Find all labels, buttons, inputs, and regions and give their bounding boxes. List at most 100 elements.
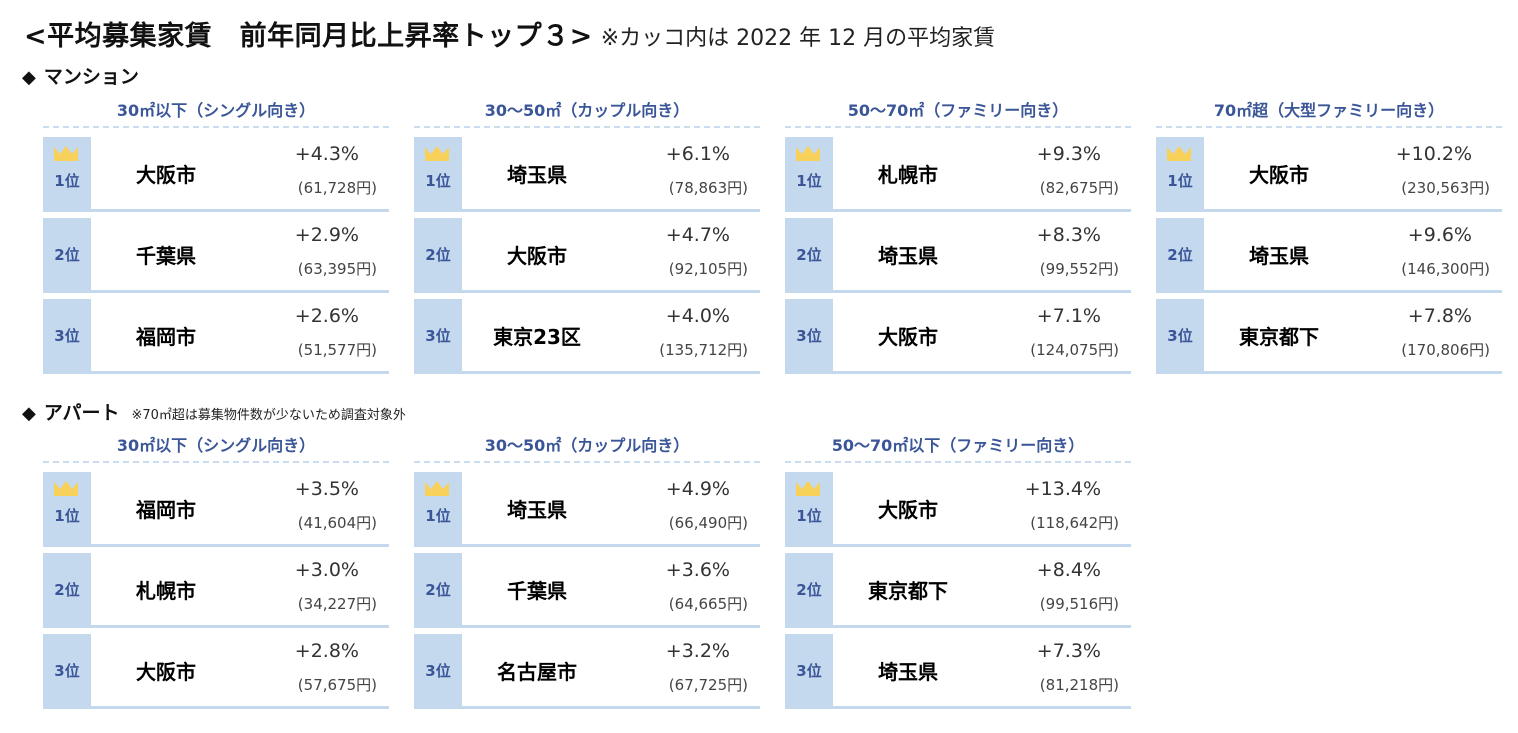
table-row: 3位 大阪市 +7.1% (124,075円): [785, 299, 1131, 374]
average-rent: (78,863円): [668, 179, 748, 197]
crown-icon: [796, 146, 820, 161]
table-title: 30～50㎡（カップル向き）: [414, 98, 760, 128]
diamond-icon: ◆: [22, 67, 36, 88]
rank-label: 3位: [796, 326, 822, 345]
crown-icon: [1167, 146, 1191, 161]
city-name: 名古屋市: [497, 659, 577, 684]
rank-cell: 2位: [43, 218, 91, 290]
average-rent: (99,552円): [1039, 260, 1119, 278]
table-title: 70㎡超（大型ファミリー向き）: [1156, 98, 1502, 128]
rank-cell: 1位: [785, 137, 833, 209]
rank-label: 1位: [54, 506, 80, 525]
city-name: 埼玉県: [878, 243, 938, 268]
increase-rate: +4.9%: [665, 478, 730, 500]
average-rent: (81,218円): [1039, 676, 1119, 694]
average-rent: (146,300円): [1401, 260, 1490, 278]
ranking-table-apartment-3: 50～70㎡以下（ファミリー向き） 1位 大阪市 +13.4% (118,642…: [785, 433, 1131, 715]
table-row: 2位 東京都下 +8.4% (99,516円): [785, 553, 1131, 628]
rank-cell: 1位: [43, 137, 91, 209]
rank-cell: 2位: [1156, 218, 1204, 290]
table-row: 1位 大阪市 +10.2% (230,563円): [1156, 137, 1502, 212]
value-cell: +8.3% (99,552円): [983, 218, 1131, 290]
city-name: 千葉県: [507, 578, 567, 603]
ranking-table-mansion-2: 30～50㎡（カップル向き） 1位 埼玉県 +6.1% (78,863円) 2位…: [414, 98, 760, 380]
value-cell: +4.0% (135,712円): [612, 299, 760, 371]
average-rent: (66,490円): [668, 514, 748, 532]
value-cell: +9.6% (146,300円): [1354, 218, 1502, 290]
increase-rate: +2.6%: [294, 305, 359, 327]
rank-label: 2位: [796, 245, 822, 264]
table-row: 2位 埼玉県 +8.3% (99,552円): [785, 218, 1131, 293]
increase-rate: +2.8%: [294, 640, 359, 662]
table-row: 2位 千葉県 +2.9% (63,395円): [43, 218, 389, 293]
table-row: 1位 札幌市 +9.3% (82,675円): [785, 137, 1131, 212]
rank-label: 3位: [425, 326, 451, 345]
increase-rate: +10.2%: [1395, 143, 1472, 165]
value-cell: +3.2% (67,725円): [612, 634, 760, 706]
table-row: 3位 大阪市 +2.8% (57,675円): [43, 634, 389, 709]
ranking-table-mansion-3: 50～70㎡（ファミリー向き） 1位 札幌市 +9.3% (82,675円) 2…: [785, 98, 1131, 380]
value-cell: +7.3% (81,218円): [983, 634, 1131, 706]
rank-cell: 3位: [1156, 299, 1204, 371]
crown-icon: [425, 481, 449, 496]
increase-rate: +9.6%: [1407, 224, 1472, 246]
city-name: 大阪市: [878, 324, 938, 349]
rank-label: 1位: [425, 506, 451, 525]
rank-cell: 3位: [43, 299, 91, 371]
section-label: アパート: [43, 402, 120, 424]
rank-cell: 2位: [785, 218, 833, 290]
table-row: 3位 東京23区 +4.0% (135,712円): [414, 299, 760, 374]
value-cell: +7.1% (124,075円): [983, 299, 1131, 371]
city-name: 東京23区: [493, 324, 581, 349]
value-cell: +3.0% (34,227円): [241, 553, 389, 625]
rank-label: 1位: [54, 171, 80, 190]
rank-label: 3位: [425, 661, 451, 680]
rank-label: 1位: [425, 171, 451, 190]
table-row: 2位 大阪市 +4.7% (92,105円): [414, 218, 760, 293]
page-title: <平均募集家賃 前年同月比上昇率トップ３> ※カッコ内は 2022 年 12 月…: [24, 14, 995, 54]
table-rows: 1位 札幌市 +9.3% (82,675円) 2位 埼玉県 +8.3% (99,…: [785, 137, 1131, 374]
ranking-table-apartment-1: 30㎡以下（シングル向き） 1位 福岡市 +3.5% (41,604円) 2位 …: [43, 433, 389, 715]
value-cell: +4.7% (92,105円): [612, 218, 760, 290]
increase-rate: +4.7%: [665, 224, 730, 246]
rank-cell: 1位: [414, 137, 462, 209]
table-row: 3位 名古屋市 +3.2% (67,725円): [414, 634, 760, 709]
table-rows: 1位 大阪市 +10.2% (230,563円) 2位 埼玉県 +9.6% (1…: [1156, 137, 1502, 374]
city-name: 福岡市: [136, 324, 196, 349]
table-row: 3位 埼玉県 +7.3% (81,218円): [785, 634, 1131, 709]
increase-rate: +3.5%: [294, 478, 359, 500]
rank-label: 2位: [54, 580, 80, 599]
ranking-table-mansion-4: 70㎡超（大型ファミリー向き） 1位 大阪市 +10.2% (230,563円)…: [1156, 98, 1502, 380]
rank-label: 1位: [796, 171, 822, 190]
table-rows: 1位 福岡市 +3.5% (41,604円) 2位 札幌市 +3.0% (34,…: [43, 472, 389, 709]
city-name: 埼玉県: [507, 162, 567, 187]
rank-cell: 3位: [414, 299, 462, 371]
increase-rate: +13.4%: [1024, 478, 1101, 500]
ranking-table-apartment-2: 30～50㎡（カップル向き） 1位 埼玉県 +4.9% (66,490円) 2位…: [414, 433, 760, 715]
city-name: 埼玉県: [1249, 243, 1309, 268]
table-rows: 1位 埼玉県 +6.1% (78,863円) 2位 大阪市 +4.7% (92,…: [414, 137, 760, 374]
increase-rate: +4.3%: [294, 143, 359, 165]
average-rent: (170,806円): [1401, 341, 1490, 359]
increase-rate: +3.2%: [665, 640, 730, 662]
average-rent: (230,563円): [1401, 179, 1490, 197]
increase-rate: +7.1%: [1036, 305, 1101, 327]
table-row: 3位 東京都下 +7.8% (170,806円): [1156, 299, 1502, 374]
crown-icon: [425, 146, 449, 161]
table-row: 3位 福岡市 +2.6% (51,577円): [43, 299, 389, 374]
table-row: 2位 埼玉県 +9.6% (146,300円): [1156, 218, 1502, 293]
table-rows: 1位 大阪市 +13.4% (118,642円) 2位 東京都下 +8.4% (…: [785, 472, 1131, 709]
diamond-icon: ◆: [22, 403, 36, 424]
increase-rate: +3.6%: [665, 559, 730, 581]
city-name: 大阪市: [878, 497, 938, 522]
average-rent: (34,227円): [297, 595, 377, 613]
rank-label: 2位: [425, 245, 451, 264]
rank-label: 2位: [54, 245, 80, 264]
rank-cell: 2位: [785, 553, 833, 625]
crown-icon: [796, 481, 820, 496]
city-name: 福岡市: [136, 497, 196, 522]
rank-label: 3位: [54, 661, 80, 680]
city-name: 大阪市: [136, 659, 196, 684]
table-row: 2位 千葉県 +3.6% (64,665円): [414, 553, 760, 628]
value-cell: +4.9% (66,490円): [612, 472, 760, 544]
